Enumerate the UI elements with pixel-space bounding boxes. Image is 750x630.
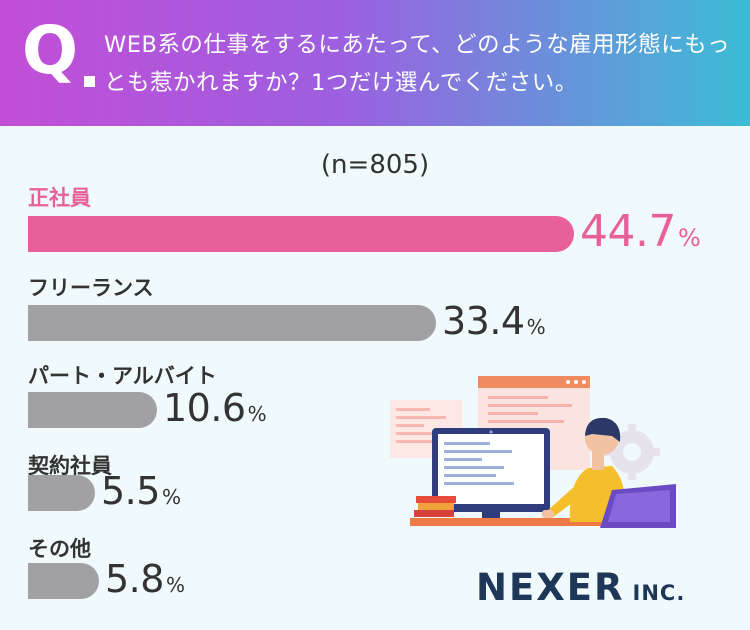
value-label: 10.6% [163, 386, 267, 430]
books [416, 496, 456, 503]
nexer-logo: NEXER INC. [476, 566, 685, 609]
bar [28, 305, 436, 341]
header-banner: Q WEB系の仕事をするにあたって、どのような雇用形態にもっとも惹かれますか？1… [0, 0, 750, 126]
worker-illustration [390, 376, 676, 528]
bar [28, 563, 99, 599]
q-dot [84, 76, 95, 87]
value-unit: % [526, 315, 546, 339]
bar [28, 216, 574, 252]
category-label: 契約社員 [28, 454, 112, 478]
logo-sub: INC. [632, 581, 686, 605]
value-label: 5.5% [101, 469, 181, 513]
sample-size: (n=805) [320, 150, 430, 180]
value-unit: % [677, 224, 701, 252]
value-unit: % [165, 573, 185, 597]
value-unit: % [247, 402, 267, 426]
value-number: 5.5 [101, 469, 160, 513]
logo-main: NEXER [476, 566, 625, 609]
category-label: 正社員 [28, 186, 91, 210]
value-number: 10.6 [163, 386, 246, 430]
value-label: 5.8% [105, 557, 185, 601]
question-text: WEB系の仕事をするにあたって、どのような雇用形態にもっとも惹かれますか？1つだ… [104, 32, 731, 96]
bar [28, 392, 157, 428]
value-label: 44.7% [580, 206, 701, 257]
value-number: 44.7 [580, 206, 676, 257]
bar [28, 475, 95, 511]
value-number: 33.4 [442, 299, 525, 343]
value-unit: % [161, 485, 181, 509]
category-label: パート・アルバイト [28, 364, 217, 388]
q-mark: Q [22, 12, 79, 89]
category-label: その他 [28, 537, 91, 561]
value-label: 33.4% [442, 299, 546, 343]
desk [410, 518, 618, 526]
category-label: フリーランス [28, 276, 154, 300]
value-number: 5.8 [105, 557, 164, 601]
